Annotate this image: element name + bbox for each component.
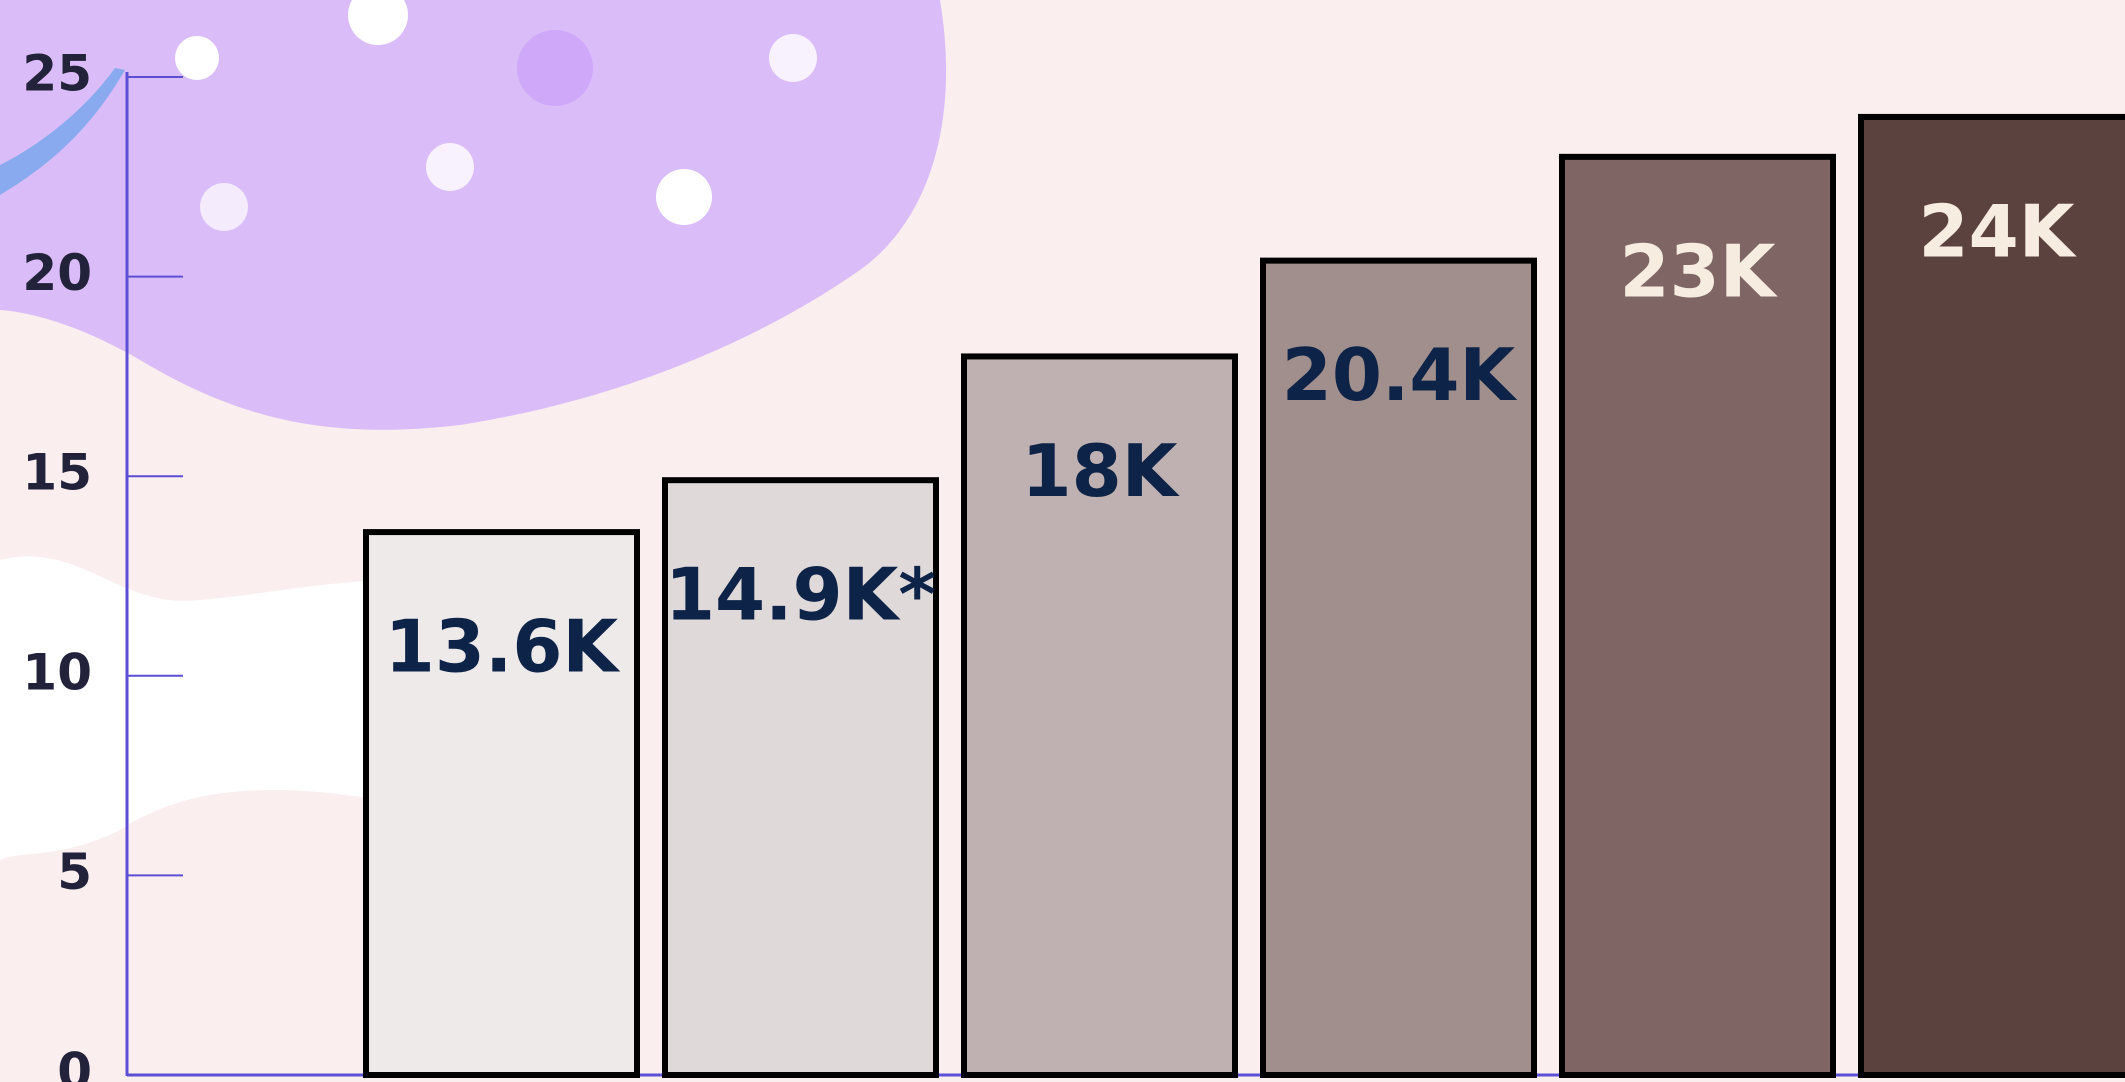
- y-tick-label: 25: [22, 45, 92, 103]
- flower: [426, 143, 474, 191]
- y-tick-label: 5: [57, 843, 92, 901]
- y-tick-label: 15: [22, 444, 92, 502]
- y-tick-label: 0: [57, 1043, 92, 1082]
- flower: [175, 36, 219, 80]
- y-tick-label: 20: [22, 244, 92, 302]
- value-label: 23K: [1620, 229, 1778, 313]
- value-label: 24K: [1919, 189, 2077, 273]
- flower: [656, 169, 712, 225]
- y-tick-label: 10: [22, 643, 92, 701]
- value-label: 14.9K*: [665, 553, 936, 637]
- flower: [769, 34, 817, 82]
- chart: 0 5 10 15 20 25 13.6K 14.9K* 18K 20.4K 23K 24K: [0, 0, 2125, 1082]
- value-label: 20.4K: [1282, 333, 1518, 417]
- flower: [200, 183, 248, 231]
- page: 051015202513.6K14.9K*18K20.4K23K24K (() …: [0, 0, 2125, 1082]
- value-label: 18K: [1022, 429, 1180, 513]
- flower: [517, 30, 593, 106]
- value-label: 13.6K: [385, 605, 621, 689]
